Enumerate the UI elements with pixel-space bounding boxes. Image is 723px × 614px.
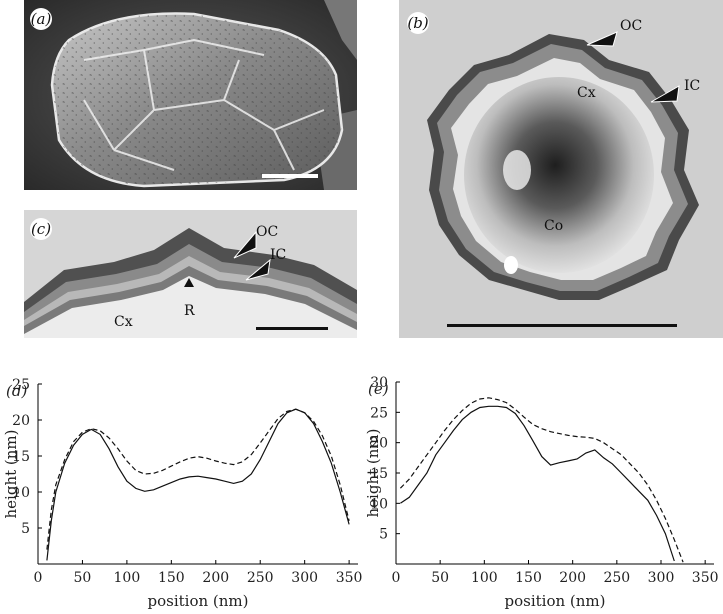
chart-e-y-tick-label: 25 <box>370 405 388 421</box>
chart-d-series-dashed <box>46 408 350 550</box>
chart-d-y-tick-label: 20 <box>12 413 30 429</box>
chart-e: 0 50 100 150 200 250 300 350 5 10 15 20 25 30 position… <box>364 375 719 610</box>
chart-d-x-tick-label: 200 <box>202 570 229 586</box>
chart-d-x-tick-label: 150 <box>158 570 185 586</box>
chart-d-x-tick-label: 50 <box>74 570 92 586</box>
chart-e-x-tick-label: 350 <box>692 570 719 586</box>
panel-label-b: (b) <box>407 12 429 34</box>
scale-bar-c <box>256 327 328 330</box>
chart-d-y-tick-label: 15 <box>12 449 30 465</box>
chart-e-y-tick-label: 20 <box>370 436 388 452</box>
micrograph-b <box>399 0 723 338</box>
panel-label-c: (c) <box>30 218 52 240</box>
micrograph-c <box>24 210 357 338</box>
label-b-co: Co <box>544 218 564 234</box>
chart-d-y-tick-label: 5 <box>21 521 30 537</box>
label-b-oc: OC <box>620 18 643 34</box>
micrograph-b-image <box>399 0 723 338</box>
micrograph-c-image <box>24 210 357 338</box>
chart-d-xlabel: position (nm) <box>147 592 248 610</box>
chart-e-ylabel: height (nm) <box>364 429 382 518</box>
chart-e-y-tick-label: 5 <box>379 527 388 543</box>
chart-e-series-solid <box>400 405 675 562</box>
chart-e-y-tick-label: 10 <box>370 496 388 512</box>
chart-e-x-tick-label: 150 <box>515 570 542 586</box>
label-c-r: R <box>184 303 195 319</box>
micrograph-a-image <box>24 0 357 190</box>
micrograph-a <box>24 0 357 190</box>
label-c-cx: Cx <box>114 314 133 330</box>
chart-d: 0 50 100 150 200 250 300 350 5 10 15 20 25 position (… <box>2 377 362 610</box>
label-b-cx: Cx <box>577 85 596 101</box>
chart-e-x-tick-label: 100 <box>471 570 498 586</box>
scale-bar-b <box>447 324 677 327</box>
chart-e-x-tick-label: 50 <box>431 570 449 586</box>
chart-d-ylabel: height (nm) <box>2 430 20 519</box>
chart-d-x-tick-label: 250 <box>247 570 274 586</box>
chart-d-panel-label: (d) <box>6 382 27 400</box>
label-b-ic: IC <box>684 78 701 94</box>
label-c-oc: OC <box>256 224 279 240</box>
chart-d-x-tick-label: 100 <box>114 570 141 586</box>
label-c-ic: IC <box>270 247 287 263</box>
chart-d-series-solid <box>46 408 350 561</box>
scale-bar-a <box>262 174 318 178</box>
chart-d-y-tick-label: 10 <box>12 485 30 501</box>
chart-e-y-tick-label: 30 <box>370 375 388 391</box>
chart-d-x-tick-label: 350 <box>336 570 362 586</box>
chart-e-xlabel: position (nm) <box>504 592 605 610</box>
chart-e-x-tick-label: 0 <box>392 570 401 586</box>
chart-d-x-tick-label: 0 <box>34 570 43 586</box>
chart-d-x-tick-label: 300 <box>291 570 318 586</box>
chart-e-series-dashed <box>399 397 684 563</box>
chart-e-x-tick-label: 200 <box>559 570 586 586</box>
chart-e-y-tick-label: 15 <box>370 466 388 482</box>
chart-e-x-tick-label: 300 <box>648 570 675 586</box>
panel-label-a: (a) <box>30 8 52 30</box>
chart-d-y-tick-label: 25 <box>12 377 30 393</box>
chart-e-panel-label: (e) <box>368 380 389 398</box>
chart-e-x-tick-label: 250 <box>603 570 630 586</box>
